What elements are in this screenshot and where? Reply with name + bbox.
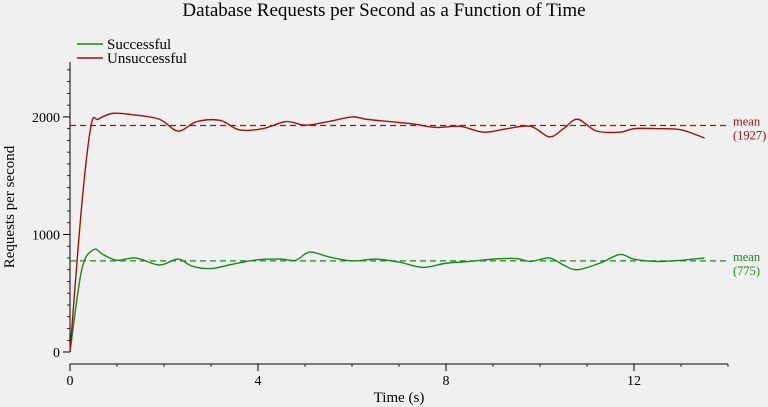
x-tick-label: 12 — [627, 374, 641, 389]
legend: Successful Unsuccessful — [77, 37, 187, 67]
legend-label-unsuccessful: Unsuccessful — [107, 51, 187, 67]
chart-title: Database Requests per Second as a Functi… — [182, 0, 585, 21]
mean-value-successful: (775) — [733, 264, 760, 278]
y-tick-label: 0 — [53, 346, 60, 361]
legend-label-successful: Successful — [107, 37, 171, 53]
x-axis-label: Time (s) — [374, 390, 425, 406]
x-tick-label: 4 — [255, 374, 262, 389]
y-tick-label: 1000 — [32, 228, 60, 243]
series-line-unsuccessful — [69, 112, 705, 353]
mean-value-unsuccessful: (1927) — [733, 128, 766, 142]
mean-label-unsuccessful: mean — [733, 114, 761, 128]
y-axis-label: Requests per second — [2, 145, 18, 268]
x-tick-label: 0 — [67, 374, 74, 389]
y-tick-label: 2000 — [32, 111, 60, 126]
x-tick-label: 8 — [443, 374, 450, 389]
mean-label-successful: mean — [733, 250, 761, 264]
series-line-successful — [69, 248, 705, 353]
